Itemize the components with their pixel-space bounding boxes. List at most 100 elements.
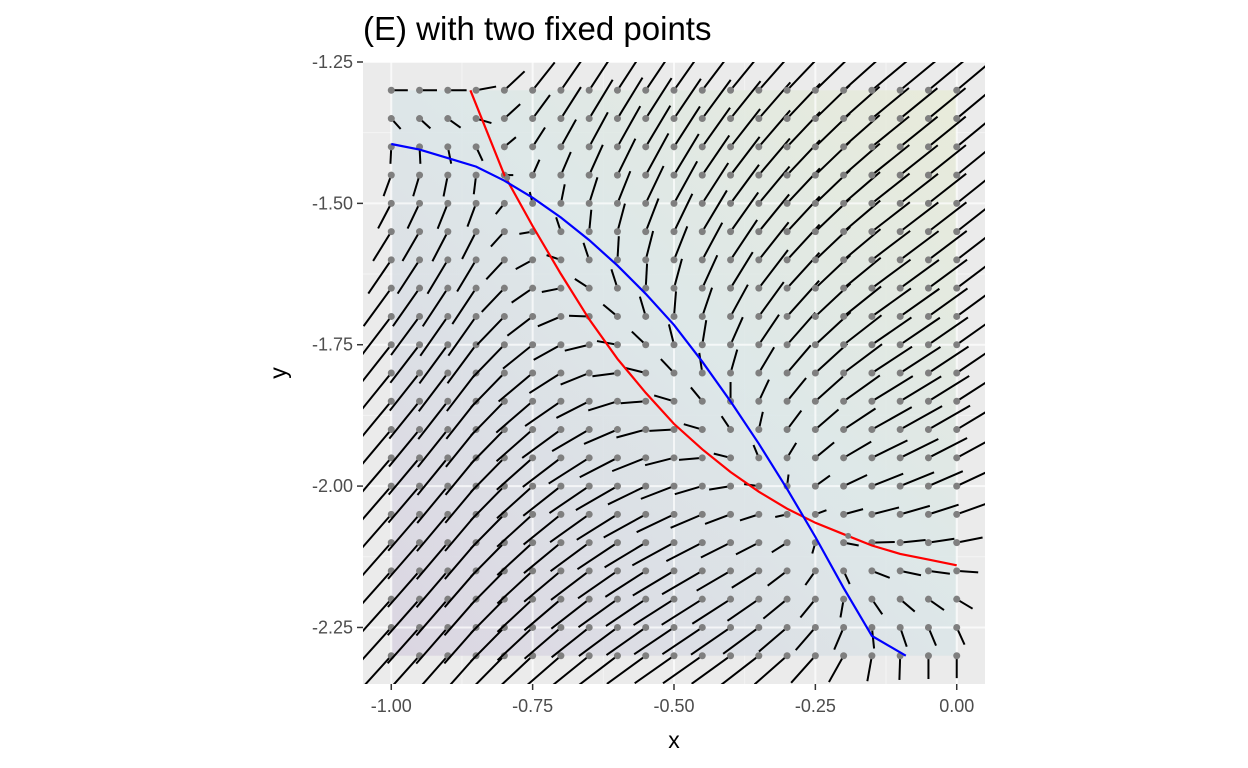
vector-segment	[729, 164, 760, 204]
vector-origin-point	[557, 143, 565, 151]
vector-segment	[762, 598, 788, 620]
vector-origin-point	[585, 199, 593, 207]
vector-origin-point	[585, 510, 593, 518]
vector-origin-point	[416, 341, 424, 349]
vector-origin-point	[868, 115, 876, 123]
vector-origin-point	[783, 595, 791, 603]
vector-origin-point	[924, 510, 932, 518]
vector-origin-point	[670, 341, 678, 349]
vector-segment	[729, 62, 755, 91]
vector-origin-point	[613, 115, 621, 123]
vector-origin-point	[670, 567, 678, 575]
vector-origin-point	[896, 426, 904, 434]
vector-segment	[522, 485, 562, 517]
vector-segment	[616, 170, 632, 204]
vector-origin-point	[416, 228, 424, 236]
vector-segment	[956, 441, 985, 459]
vector-segment	[899, 287, 940, 318]
vector-origin-point	[557, 171, 565, 179]
vector-segment	[758, 626, 788, 653]
vector-origin-point	[783, 369, 791, 377]
vector-segment	[843, 256, 882, 289]
vector-origin-point	[868, 86, 876, 94]
vector-origin-point	[557, 228, 565, 236]
vector-segment	[502, 343, 534, 370]
vector-origin-point	[811, 510, 819, 518]
vector-origin-point	[924, 623, 932, 631]
vector-origin-point	[529, 567, 537, 575]
vector-segment	[814, 343, 849, 374]
vector-segment	[956, 381, 985, 403]
vector-segment	[416, 485, 449, 524]
vector-origin-point	[670, 426, 678, 434]
vector-origin-point	[868, 567, 876, 575]
vector-segment	[476, 315, 506, 346]
x-tick-label: -1.00	[371, 696, 412, 716]
vector-origin-point	[840, 143, 848, 151]
vector-origin-point	[529, 143, 537, 151]
vector-segment	[604, 541, 647, 569]
vector-origin-point	[755, 228, 763, 236]
vector-origin-point	[727, 284, 735, 292]
vector-origin-point	[698, 115, 706, 123]
vector-segment	[576, 513, 618, 541]
vector-origin-point	[727, 115, 735, 123]
vector-segment	[578, 626, 619, 657]
vector-origin-point	[698, 143, 706, 151]
vector-origin-point	[811, 115, 819, 123]
vector-origin-point	[811, 426, 819, 434]
vector-origin-point	[642, 199, 650, 207]
vector-origin-point	[557, 256, 565, 264]
vector-origin-point	[840, 539, 848, 547]
vector-segment	[548, 485, 590, 514]
vector-origin-point	[670, 595, 678, 603]
vector-origin-point	[642, 284, 650, 292]
vector-segment	[871, 439, 908, 459]
vector-segment	[524, 400, 562, 427]
vector-segment	[603, 513, 647, 539]
vector-segment	[548, 456, 590, 485]
y-axis: -1.25 -1.50 -1.75 -2.00 -2.25	[312, 52, 363, 637]
vector-origin-point	[755, 397, 763, 405]
vector-origin-point	[896, 171, 904, 179]
vector-origin-point	[783, 143, 791, 151]
vector-segment	[401, 231, 421, 262]
vector-origin-point	[472, 86, 480, 94]
vector-segment	[871, 345, 913, 374]
vector-origin-point	[613, 228, 621, 236]
vector-segment	[363, 541, 393, 577]
vector-segment	[701, 107, 731, 148]
vector-origin-point	[642, 510, 650, 518]
vector-origin-point	[953, 539, 961, 547]
vector-origin-point	[642, 115, 650, 123]
vector-segment	[956, 569, 979, 574]
vector-segment	[701, 134, 731, 176]
vector-segment	[757, 346, 776, 374]
vector-segment	[843, 314, 883, 346]
vector-origin-point	[585, 369, 593, 377]
vector-origin-point	[727, 454, 735, 462]
vector-segment	[927, 87, 967, 120]
vector-origin-point	[727, 482, 735, 490]
vector-segment	[431, 231, 449, 262]
vector-segment	[636, 513, 675, 534]
vector-origin-point	[896, 397, 904, 405]
vector-segment	[729, 136, 761, 176]
vector-origin-point	[755, 454, 763, 462]
vector-segment	[729, 349, 739, 374]
vector-origin-point	[755, 426, 763, 434]
vector-segment	[496, 570, 534, 605]
vector-segment	[899, 375, 942, 403]
vector-origin-point	[642, 256, 650, 264]
y-tick-label: -1.25	[312, 52, 353, 72]
vector-origin-point	[953, 199, 961, 207]
vector-origin-point	[727, 86, 735, 94]
vector-segment	[899, 405, 943, 431]
vector-segment	[729, 219, 759, 261]
vector-segment	[531, 62, 556, 91]
vector-origin-point	[953, 86, 961, 94]
vector-segment	[511, 287, 534, 304]
vector-origin-point	[444, 115, 452, 123]
vector-origin-point	[840, 115, 848, 123]
